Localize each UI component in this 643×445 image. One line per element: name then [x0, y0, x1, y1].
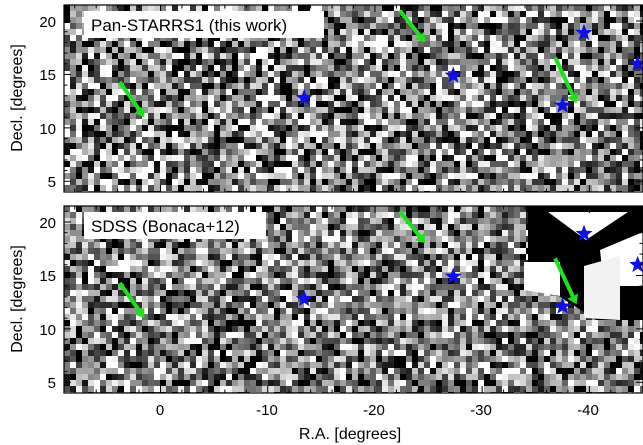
stream-arrow [398, 210, 422, 238]
star-marker [444, 66, 462, 83]
panel-sdss-ticks [64, 206, 643, 393]
xtick-label: 0 [156, 402, 164, 419]
ytick-label: 20 [39, 14, 56, 31]
ytick-label: 5 [48, 174, 56, 191]
xtick-label: -10 [256, 402, 278, 419]
stream-arrow-head [415, 232, 426, 244]
panel-ps1-label: Pan-STARRS1 (this work) [91, 16, 287, 35]
xtick-label: -20 [363, 402, 385, 419]
stream-arrow [553, 257, 575, 297]
panel-sdss-ylabel: Decl. [degrees] [9, 245, 26, 353]
star-marker [629, 255, 643, 273]
star-marker [554, 297, 572, 314]
star-marker [575, 23, 593, 41]
panel-sdss-label: SDSS (Bonaca+12) [91, 217, 240, 236]
ytick-label: 20 [39, 215, 56, 232]
star-marker [295, 89, 313, 106]
panel-ps1: 5 10 15 20 Decl. [degrees] Pan-STARRS1 (… [9, 4, 643, 193]
panel-ps1-markers [118, 9, 643, 118]
x-axis-label: R.A. [degrees] [299, 426, 401, 443]
stream-arrow [118, 281, 141, 312]
panel-ps1-label-box [84, 11, 324, 38]
panel-ps1-ylabel: Decl. [degrees] [9, 44, 26, 152]
stream-arrow-head [567, 293, 579, 305]
stream-arrow-head [134, 307, 145, 319]
sdss-footprint-mask [524, 206, 643, 320]
stream-arrow [553, 56, 575, 96]
ytick-label: 10 [39, 121, 56, 138]
panel-sdss-yticklabels: 5 10 15 20 [39, 215, 56, 392]
panel-ps1-ticks [64, 5, 643, 192]
star-marker [554, 96, 572, 113]
ytick-label: 15 [39, 67, 56, 84]
star-marker [629, 54, 643, 72]
star-marker [575, 224, 593, 242]
stream-arrow [398, 9, 422, 37]
stream-arrow [118, 80, 141, 111]
star-marker [295, 290, 313, 307]
panel-sdss: 5 10 15 20 Decl. [degrees] SDSS (Bonaca+… [9, 205, 643, 394]
xtick-label: -30 [470, 402, 492, 419]
panel-sdss-markers [118, 210, 643, 319]
panel-sdss-label-box [84, 212, 266, 239]
panel-ps1-yticklabels: 5 10 15 20 [39, 14, 56, 191]
ytick-label: 15 [39, 268, 56, 285]
stream-arrow-head [415, 31, 426, 43]
stream-arrow-head [567, 92, 579, 104]
xtick-label: -40 [577, 402, 599, 419]
ytick-label: 5 [48, 375, 56, 392]
stream-arrow-head [134, 106, 145, 118]
ytick-label: 10 [39, 322, 56, 339]
star-marker [444, 267, 462, 284]
x-axis-ticklabels: 0 -10 -20 -30 -40 [156, 402, 599, 419]
